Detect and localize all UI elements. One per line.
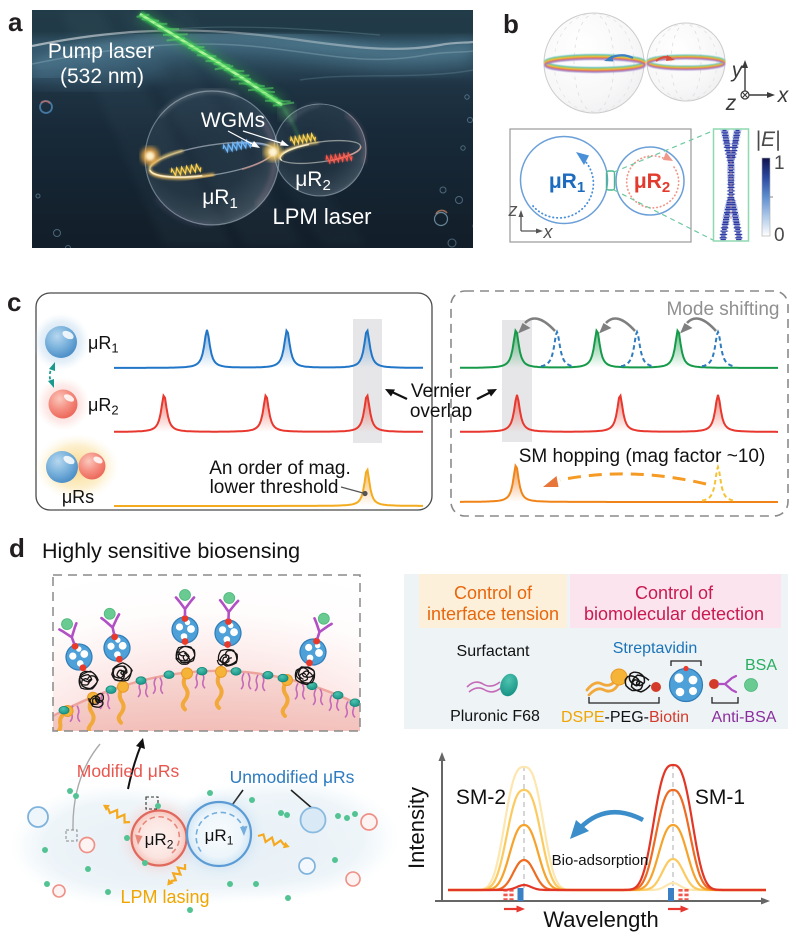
svg-text:c: c (7, 287, 21, 317)
svg-text:Control of: Control of (454, 583, 533, 603)
svg-text:x: x (777, 84, 790, 107)
svg-text:b: b (503, 9, 519, 39)
svg-text:Highly sensitive biosensing: Highly sensitive biosensing (42, 539, 300, 563)
svg-text:|E|: |E| (756, 128, 781, 151)
svg-text:Intensity: Intensity (404, 787, 429, 869)
svg-text:a: a (8, 7, 23, 37)
svg-text:overlap: overlap (410, 401, 472, 422)
svg-text:μR2: μR2 (145, 830, 174, 852)
svg-text:Wavelength: Wavelength (543, 907, 658, 932)
svg-text:biomolecular detection: biomolecular detection (584, 604, 764, 624)
svg-text:Pump laser: Pump laser (48, 40, 154, 63)
svg-text:An order of mag.: An order of mag. (209, 458, 351, 479)
svg-text:1: 1 (774, 153, 785, 174)
svg-text:lower threshold: lower threshold (210, 477, 339, 498)
svg-text:μR2: μR2 (634, 170, 670, 196)
svg-text:μR1: μR1 (88, 333, 119, 356)
svg-text:WGMs: WGMs (201, 109, 265, 132)
svg-text:Mode shifting: Mode shifting (666, 299, 779, 320)
svg-text:Anti-BSA: Anti-BSA (712, 709, 777, 726)
svg-text:SM hopping (mag factor ~10): SM hopping (mag factor ~10) (519, 446, 766, 467)
svg-text:Surfactant: Surfactant (457, 643, 530, 660)
svg-text:LPM lasing: LPM lasing (120, 887, 209, 907)
svg-text:0: 0 (774, 225, 785, 246)
svg-text:y: y (730, 59, 744, 82)
svg-text:Pluronic F68: Pluronic F68 (450, 708, 540, 725)
svg-text:BSA: BSA (745, 657, 777, 674)
svg-text:Control of: Control of (635, 583, 714, 603)
svg-text:z: z (725, 92, 737, 115)
svg-text:μR1: μR1 (205, 826, 234, 848)
svg-text:Unmodified μRs: Unmodified μRs (230, 767, 355, 787)
svg-text:Modified μRs: Modified μRs (77, 761, 180, 781)
svg-text:μRs: μRs (62, 487, 94, 507)
svg-text:d: d (9, 533, 25, 563)
svg-text:SM-1: SM-1 (695, 786, 745, 809)
svg-text:SM-2: SM-2 (456, 786, 506, 809)
svg-text:Bio-adsorption: Bio-adsorption (552, 852, 649, 869)
svg-text:z: z (508, 200, 518, 220)
svg-text:μR2: μR2 (88, 395, 119, 418)
svg-text:LPM laser: LPM laser (272, 204, 371, 229)
svg-text:interface tension: interface tension (427, 604, 559, 624)
svg-text:Streptavidin: Streptavidin (613, 640, 698, 657)
svg-text:DSPE-PEG-Biotin: DSPE-PEG-Biotin (561, 709, 689, 726)
svg-text:Vernier: Vernier (411, 381, 472, 402)
svg-text:(532 nm): (532 nm) (60, 65, 144, 88)
svg-text:x: x (543, 222, 554, 242)
